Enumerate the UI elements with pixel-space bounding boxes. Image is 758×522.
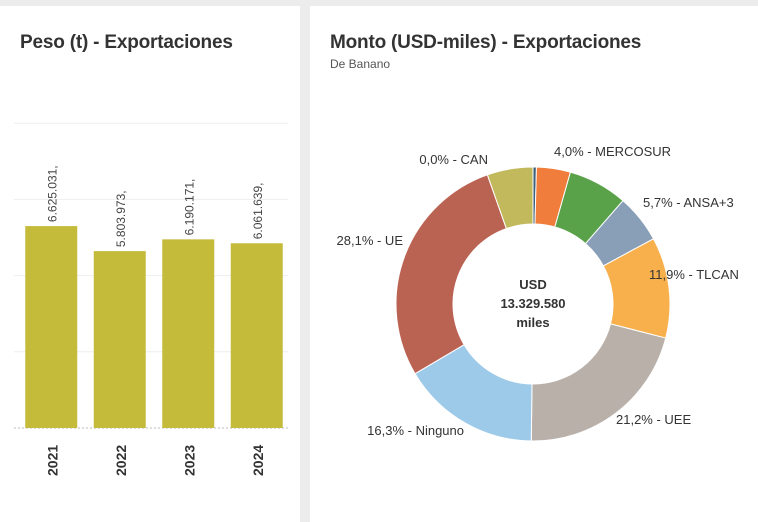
amount-panel: Monto (USD-miles) - Exportaciones De Ban… bbox=[310, 6, 758, 522]
donut-slice-label: 4,0% - MERCOSUR bbox=[554, 144, 671, 159]
amount-donut-chart: USD 13.329.580 miles 0,0% - CAN 4,0% - MERCO… bbox=[337, 144, 739, 442]
weight-chart-title: Peso (t) - Exportaciones bbox=[20, 32, 233, 53]
bar-value-label: 5.803.973, bbox=[114, 190, 128, 247]
amount-chart-subtitle: De Banano bbox=[330, 57, 391, 71]
weight-bar-chart: 6.625.031, 2021 5.803.973, 2022 6.190.171, 20… bbox=[14, 122, 288, 476]
weight-panel: Peso (t) - Exportaciones 6.625.031, 2021 5… bbox=[0, 6, 300, 522]
x-tick-label: 2022 bbox=[113, 445, 129, 476]
donut-slice-label: 21,2% - UEE bbox=[616, 412, 691, 427]
donut-slice-8 bbox=[486, 166, 534, 230]
x-tick-label: 2023 bbox=[181, 445, 197, 476]
amount-chart-title: Monto (USD-miles) - Exportaciones bbox=[330, 32, 642, 53]
donut-slice-7 bbox=[395, 174, 508, 375]
donut-slice-label: 28,1% - UE bbox=[337, 233, 404, 248]
donut-slice-label: 16,3% - Ninguno bbox=[367, 423, 464, 438]
bar-value-label: 6.061.639, bbox=[251, 183, 265, 240]
donut-slice-label: 11,9% - TLCAN bbox=[649, 267, 739, 282]
bar-value-label: 6.190.171, bbox=[182, 179, 196, 236]
bar-2024 bbox=[230, 243, 283, 428]
x-tick-label: 2021 bbox=[44, 445, 60, 476]
donut-center-text: miles bbox=[516, 315, 549, 330]
bar-2023 bbox=[162, 239, 215, 428]
bar-2021 bbox=[25, 226, 78, 428]
donut-center-text: 13.329.580 bbox=[500, 296, 565, 311]
x-tick-label: 2024 bbox=[250, 445, 266, 476]
donut-slice-label: 5,7% - ANSA+3 bbox=[643, 195, 734, 210]
donut-center-text: USD bbox=[519, 277, 546, 292]
bar-2022 bbox=[93, 251, 146, 428]
donut-slice-label: 0,0% - CAN bbox=[419, 152, 488, 167]
bar-value-label: 6.625.031, bbox=[45, 165, 59, 222]
